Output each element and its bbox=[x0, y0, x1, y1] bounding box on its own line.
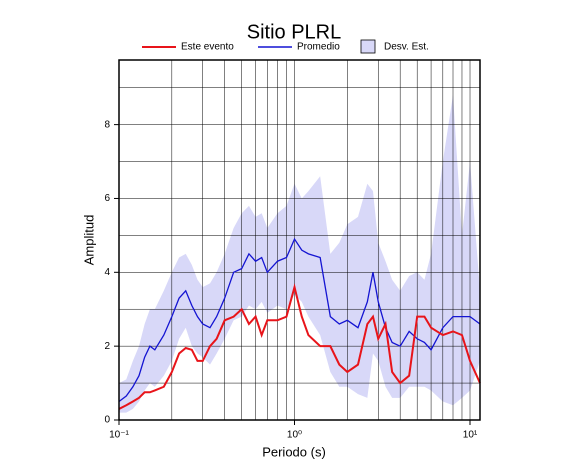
x-tick-label: 10¹ bbox=[463, 430, 478, 441]
y-tick-label: 6 bbox=[104, 193, 110, 204]
y-tick-label: 0 bbox=[104, 415, 110, 426]
x-axis-label: Periodo (s) bbox=[262, 444, 326, 459]
legend-label: Promedio bbox=[297, 42, 340, 53]
series-line bbox=[118, 283, 481, 410]
x-tick-label: 10⁻¹ bbox=[109, 430, 129, 441]
y-tick-label: 4 bbox=[104, 267, 110, 278]
plot-frame bbox=[118, 59, 481, 421]
y-tick-label: 8 bbox=[104, 119, 110, 130]
legend-swatch bbox=[360, 39, 376, 54]
y-axis-label: Amplitud bbox=[81, 215, 96, 266]
series-line bbox=[118, 237, 481, 403]
legend-label: Desv. Est. bbox=[384, 42, 429, 53]
legend-label: Este evento bbox=[181, 42, 234, 53]
x-tick-label: 10⁰ bbox=[287, 430, 302, 441]
std-band bbox=[119, 95, 480, 413]
chart-title: Sitio PLRL bbox=[247, 21, 342, 43]
y-tick-label: 2 bbox=[104, 341, 110, 352]
